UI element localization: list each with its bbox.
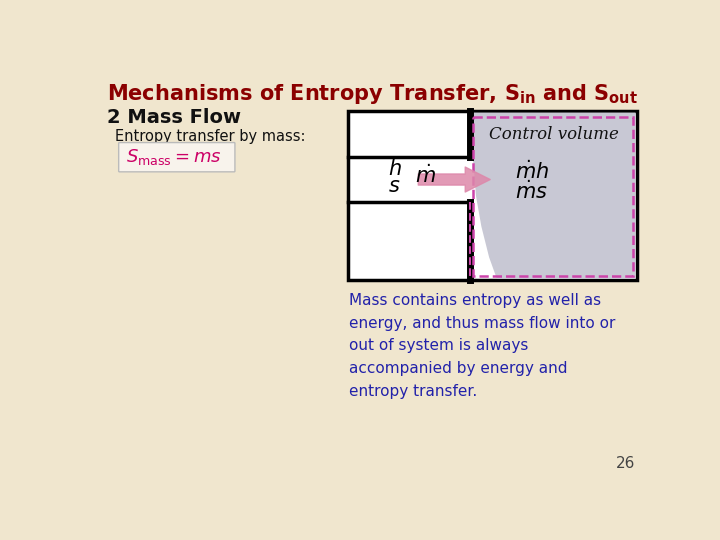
Text: $\dot{m}h$: $\dot{m}h$ (515, 160, 549, 183)
Text: $\dot{m}$: $\dot{m}$ (415, 164, 436, 187)
Text: Mass contains entropy as well as
energy, and thus mass flow into or
out of syste: Mass contains entropy as well as energy,… (349, 293, 615, 399)
Text: $h$: $h$ (387, 159, 402, 179)
Polygon shape (469, 112, 636, 279)
Text: Mechanisms of Entropy Transfer, $\mathbf{S_{in}}$ and $\mathbf{S_{out}}$: Mechanisms of Entropy Transfer, $\mathbf… (107, 82, 638, 106)
Text: $S_{\mathrm{mass}} = ms$: $S_{\mathrm{mass}} = ms$ (126, 147, 221, 167)
Text: 26: 26 (616, 456, 635, 471)
Text: Entropy transfer by mass:: Entropy transfer by mass: (114, 130, 305, 145)
FancyBboxPatch shape (119, 143, 235, 172)
FancyArrowPatch shape (418, 167, 490, 192)
Text: $\dot{m}s$: $\dot{m}s$ (516, 180, 548, 203)
Text: 2 Mass Flow: 2 Mass Flow (107, 108, 241, 127)
Text: $s$: $s$ (388, 176, 401, 195)
Bar (348, 111, 637, 280)
Text: Control volume: Control volume (488, 126, 618, 143)
Bar (473, 117, 632, 276)
